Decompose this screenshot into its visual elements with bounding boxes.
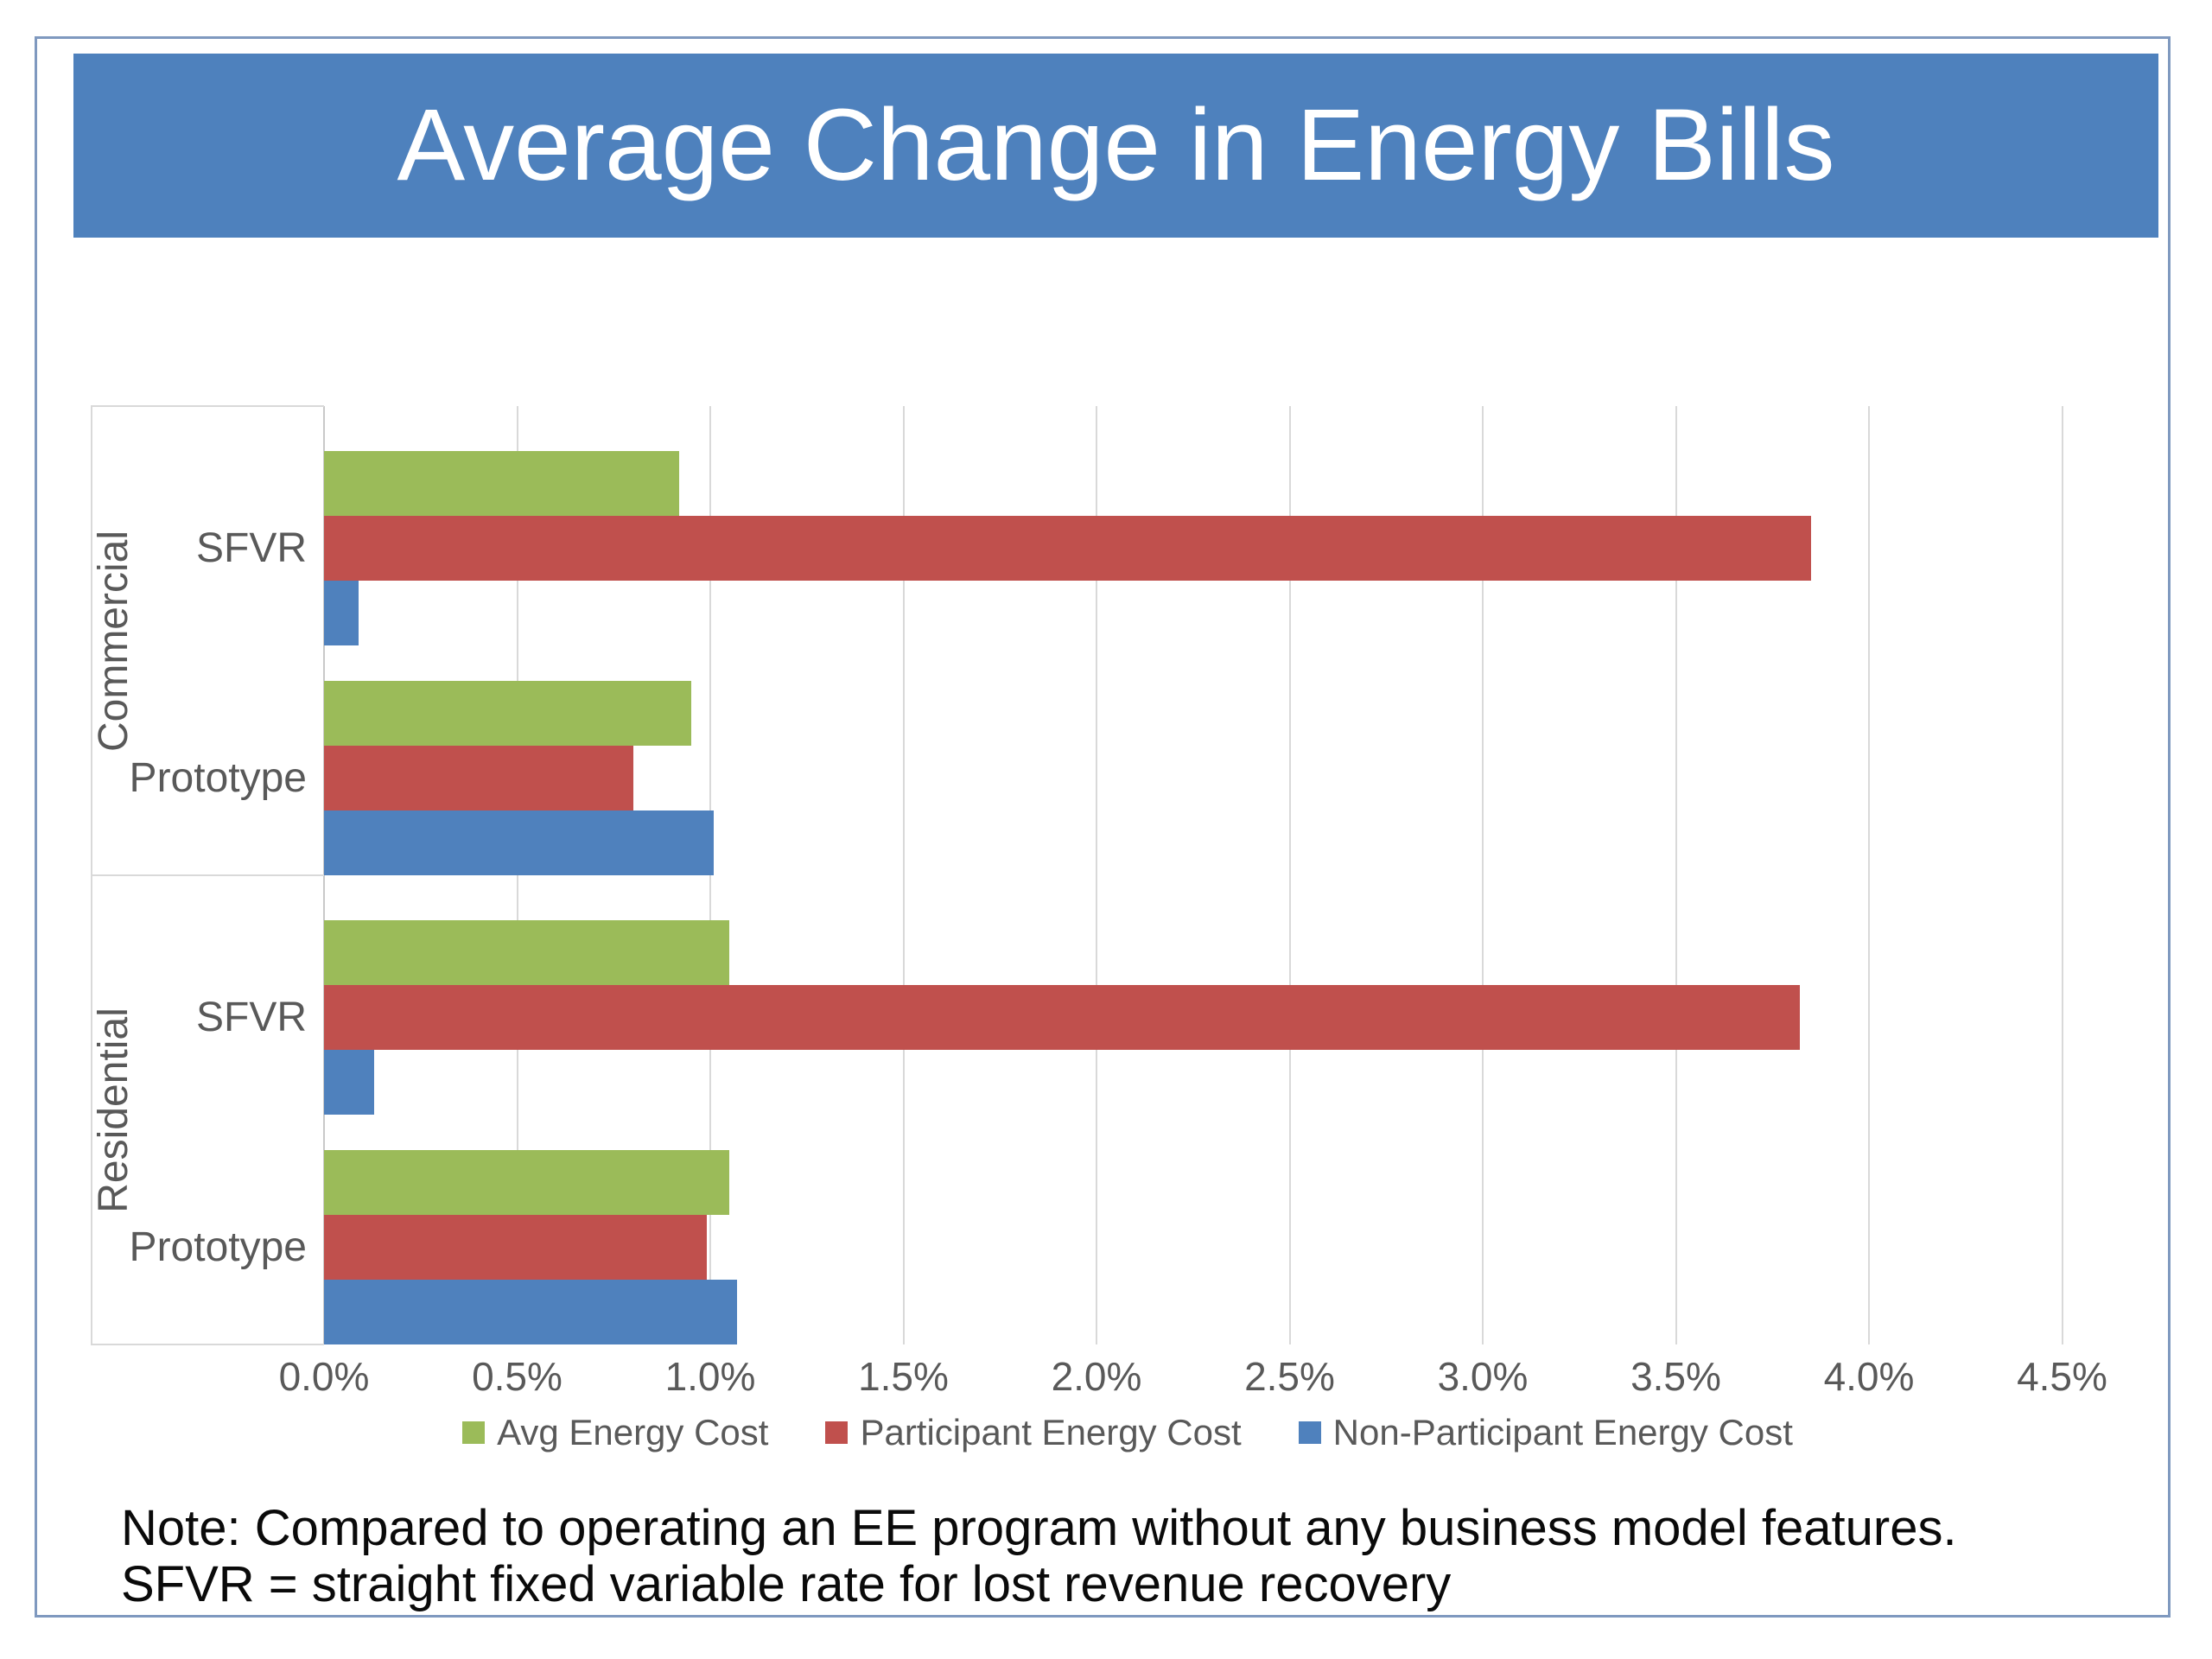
bar xyxy=(324,1215,707,1280)
bar xyxy=(324,810,714,875)
legend-label: Participant Energy Cost xyxy=(860,1412,1242,1452)
legend-swatch-icon xyxy=(462,1421,486,1444)
footnote-line1: Note: Compared to operating an EE progra… xyxy=(121,1500,1957,1556)
title-banner: Average Change in Energy Bills xyxy=(73,54,2158,238)
x-tick-label: 0.5% xyxy=(472,1354,563,1399)
footnote: Note: Compared to operating an EE progra… xyxy=(121,1500,2160,1612)
legend-item: Non-Participant Energy Cost xyxy=(1298,1412,1793,1453)
category-divider xyxy=(91,405,324,407)
gridline xyxy=(902,406,905,1344)
page-title: Average Change in Energy Bills xyxy=(397,88,1835,202)
legend-item: Avg Energy Cost xyxy=(462,1412,768,1453)
x-tick-label: 4.5% xyxy=(2017,1354,2107,1399)
legend-swatch-icon xyxy=(1298,1421,1321,1444)
bar xyxy=(324,681,691,746)
legend-label: Avg Energy Cost xyxy=(497,1412,769,1452)
bar xyxy=(324,746,633,810)
row-label: SFVR xyxy=(195,994,307,1040)
bar xyxy=(324,581,359,645)
bar xyxy=(324,451,679,516)
legend-label: Non-Participant Energy Cost xyxy=(1332,1412,1793,1452)
legend-item: Participant Energy Cost xyxy=(825,1412,1242,1453)
gridline xyxy=(2061,406,2063,1344)
category-divider xyxy=(91,874,324,876)
gridline xyxy=(1482,406,1484,1344)
legend-swatch-icon xyxy=(825,1421,849,1444)
footnote-line2: SFVR = straight fixed variable rate for … xyxy=(121,1556,1452,1612)
x-tick-label: 3.0% xyxy=(1437,1354,1529,1399)
x-tick-label: 3.5% xyxy=(1630,1354,1721,1399)
gridline xyxy=(709,406,711,1344)
x-tick-label: 2.0% xyxy=(1051,1354,1142,1399)
bar xyxy=(324,920,729,985)
gridline xyxy=(1288,406,1291,1344)
bar xyxy=(324,985,1800,1050)
row-label: SFVR xyxy=(195,524,307,571)
x-tick-label: 1.5% xyxy=(858,1354,949,1399)
x-tick-label: 2.5% xyxy=(1244,1354,1335,1399)
gridline xyxy=(1868,406,1870,1344)
chart-legend: Avg Energy Cost Participant Energy Cost No… xyxy=(91,1412,2164,1453)
x-tick-label: 1.0% xyxy=(664,1354,756,1399)
bar xyxy=(324,1280,737,1344)
y-axis-line xyxy=(323,406,325,1344)
gridline xyxy=(1675,406,1677,1344)
row-label: Prototype xyxy=(129,1224,307,1270)
gridline xyxy=(1096,406,1097,1344)
gridline xyxy=(516,406,518,1344)
x-tick-label: 4.0% xyxy=(1823,1354,1915,1399)
bar xyxy=(324,516,1811,581)
bar xyxy=(324,1050,374,1115)
bar xyxy=(324,1150,729,1215)
row-label: Prototype xyxy=(129,754,307,801)
x-tick-label: 0.0% xyxy=(278,1354,370,1399)
category-divider xyxy=(91,1344,324,1345)
